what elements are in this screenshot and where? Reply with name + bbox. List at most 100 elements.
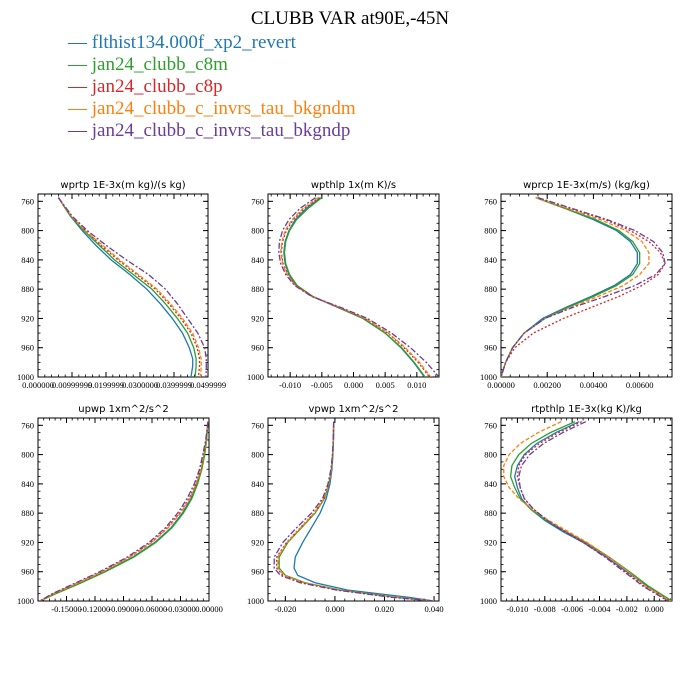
y-tick-label: 1000: [480, 596, 497, 606]
series-line-3: [501, 197, 650, 377]
y-tick-label: 960: [484, 343, 497, 353]
x-tick-label: -0.010: [506, 604, 528, 614]
panel-title: wprtp 1E-3x(m kg)/(s kg): [60, 180, 185, 191]
series-line-1: [283, 197, 426, 377]
series-line-1: [501, 197, 641, 377]
series-line-4: [57, 197, 207, 377]
y-tick-label: 800: [484, 226, 497, 236]
series-line-3: [503, 421, 671, 601]
legend-item-0: — flthist134.000f_xp2_revert: [68, 32, 296, 53]
panel-3: upwp 1xm^2/s^2 760 800 840 880 920 960 1000 -0.1…: [17, 404, 223, 614]
panel-title: vpwp 1xm^2/s^2: [308, 404, 398, 415]
panel-frame: [267, 417, 440, 602]
series-line-0: [39, 421, 209, 601]
x-tick-label: 0.000000: [22, 380, 54, 390]
legend: — flthist134.000f_xp2_revert — jan24_clu…: [68, 32, 356, 142]
y-tick-label: 880: [484, 508, 497, 518]
y-tick-label: 840: [251, 479, 264, 489]
x-tick-label: 0.040: [424, 604, 443, 614]
x-tick-label: 0.005: [376, 380, 395, 390]
series-line-3: [39, 421, 209, 601]
series-line-4: [278, 197, 439, 377]
y-tick-label: 1000: [17, 596, 34, 606]
y-tick-label: 1000: [17, 372, 34, 382]
series-line-4: [273, 421, 435, 601]
y-tick-label: 800: [484, 450, 497, 460]
x-tick-label: 0.000: [645, 604, 664, 614]
y-tick-label: 920: [21, 537, 34, 547]
x-tick-label: -0.008: [534, 604, 556, 614]
series-line-3: [280, 197, 432, 377]
y-tick-label: 960: [484, 567, 497, 577]
y-tick-label: 840: [251, 255, 264, 265]
x-tick-label: -0.06000: [137, 604, 167, 614]
y-tick-label: 920: [251, 313, 264, 323]
series-line-0: [57, 197, 194, 377]
panel-title: upwp 1xm^2/s^2: [78, 404, 168, 415]
series-line-4: [501, 197, 666, 377]
series-line-1: [39, 421, 209, 601]
panel-frame: [37, 193, 209, 378]
y-tick-label: 960: [21, 343, 34, 353]
y-tick-label: 920: [251, 537, 264, 547]
panel-frame: [500, 417, 673, 602]
y-tick-label: 1000: [247, 372, 264, 382]
x-tick-label: -0.010: [279, 380, 301, 390]
series-line-2: [501, 197, 666, 377]
legend-item-2: — jan24_clubb_c8p: [68, 76, 223, 97]
panel-2: wprcp 1E-3x(m/s) (kg/kg) 760 800 840 880 920 9…: [480, 180, 673, 390]
y-tick-label: 760: [251, 196, 264, 206]
series-line-1: [57, 197, 197, 377]
series-line-0: [501, 197, 638, 377]
y-tick-label: 920: [21, 313, 34, 323]
y-tick-label: 840: [484, 479, 497, 489]
y-tick-label: 800: [21, 226, 34, 236]
series-line-2: [516, 421, 670, 601]
series-line-4: [39, 421, 209, 601]
y-tick-label: 960: [251, 567, 264, 577]
panel-0: wprtp 1E-3x(m kg)/(s kg) 760 800 840 880 920 9…: [17, 180, 226, 390]
x-tick-label: -0.15000: [51, 604, 81, 614]
x-tick-label: 0.00600: [626, 380, 654, 390]
x-tick-label: -0.03000: [165, 604, 195, 614]
x-tick-label: 0.0499999: [190, 380, 226, 390]
panel-title: wprcp 1E-3x(m/s) (kg/kg): [523, 180, 650, 191]
series-line-2: [57, 197, 201, 377]
y-tick-label: 920: [484, 313, 497, 323]
panel-title: rtpthlp 1E-3x(kg K)/kg: [531, 404, 642, 415]
x-tick-label: 0.0199999: [88, 380, 124, 390]
x-tick-label: -0.12000: [80, 604, 110, 614]
y-tick-label: 760: [21, 196, 34, 206]
x-tick-label: -0.09000: [108, 604, 138, 614]
panel-title: wpthlp 1x(m K)/s: [311, 180, 396, 191]
series-line-2: [276, 421, 435, 601]
y-tick-label: 880: [21, 284, 34, 294]
x-tick-label: 0.000: [344, 380, 363, 390]
x-tick-label: -0.004: [589, 604, 612, 614]
x-tick-label: -0.020: [274, 604, 296, 614]
x-tick-label: 0.0300000: [122, 380, 158, 390]
figure-title: CLUBB VAR at90E,-45N: [250, 8, 450, 29]
panel-frame: [500, 193, 673, 378]
panel-1: wpthlp 1x(m K)/s 760 800 840 880 920 960 1000 -0…: [247, 180, 440, 390]
series-line-3: [57, 197, 202, 377]
y-tick-label: 760: [251, 420, 264, 430]
y-tick-label: 1000: [247, 596, 264, 606]
x-tick-label: 0.00999999: [52, 380, 92, 390]
y-tick-label: 760: [484, 196, 497, 206]
y-tick-label: 880: [251, 508, 264, 518]
x-tick-label: 0.000: [325, 604, 344, 614]
x-tick-label: 0.00000: [487, 380, 515, 390]
x-tick-label: -0.005: [311, 380, 333, 390]
panel-5: rtpthlp 1E-3x(kg K)/kg 760 800 840 880 920 960…: [480, 404, 673, 614]
x-tick-label: 0.020: [375, 604, 394, 614]
legend-item-1: — jan24_clubb_c8m: [68, 54, 228, 75]
panel-4: vpwp 1xm^2/s^2 760 800 840 880 920 960 1000 -0.0…: [247, 404, 444, 614]
y-tick-label: 1000: [480, 372, 497, 382]
y-tick-label: 840: [484, 255, 497, 265]
y-tick-label: 920: [484, 537, 497, 547]
series-line-4: [518, 421, 669, 601]
legend-item-4: — jan24_clubb_c_invrs_tau_bkgndp: [68, 120, 351, 141]
series-line-2: [280, 197, 431, 377]
